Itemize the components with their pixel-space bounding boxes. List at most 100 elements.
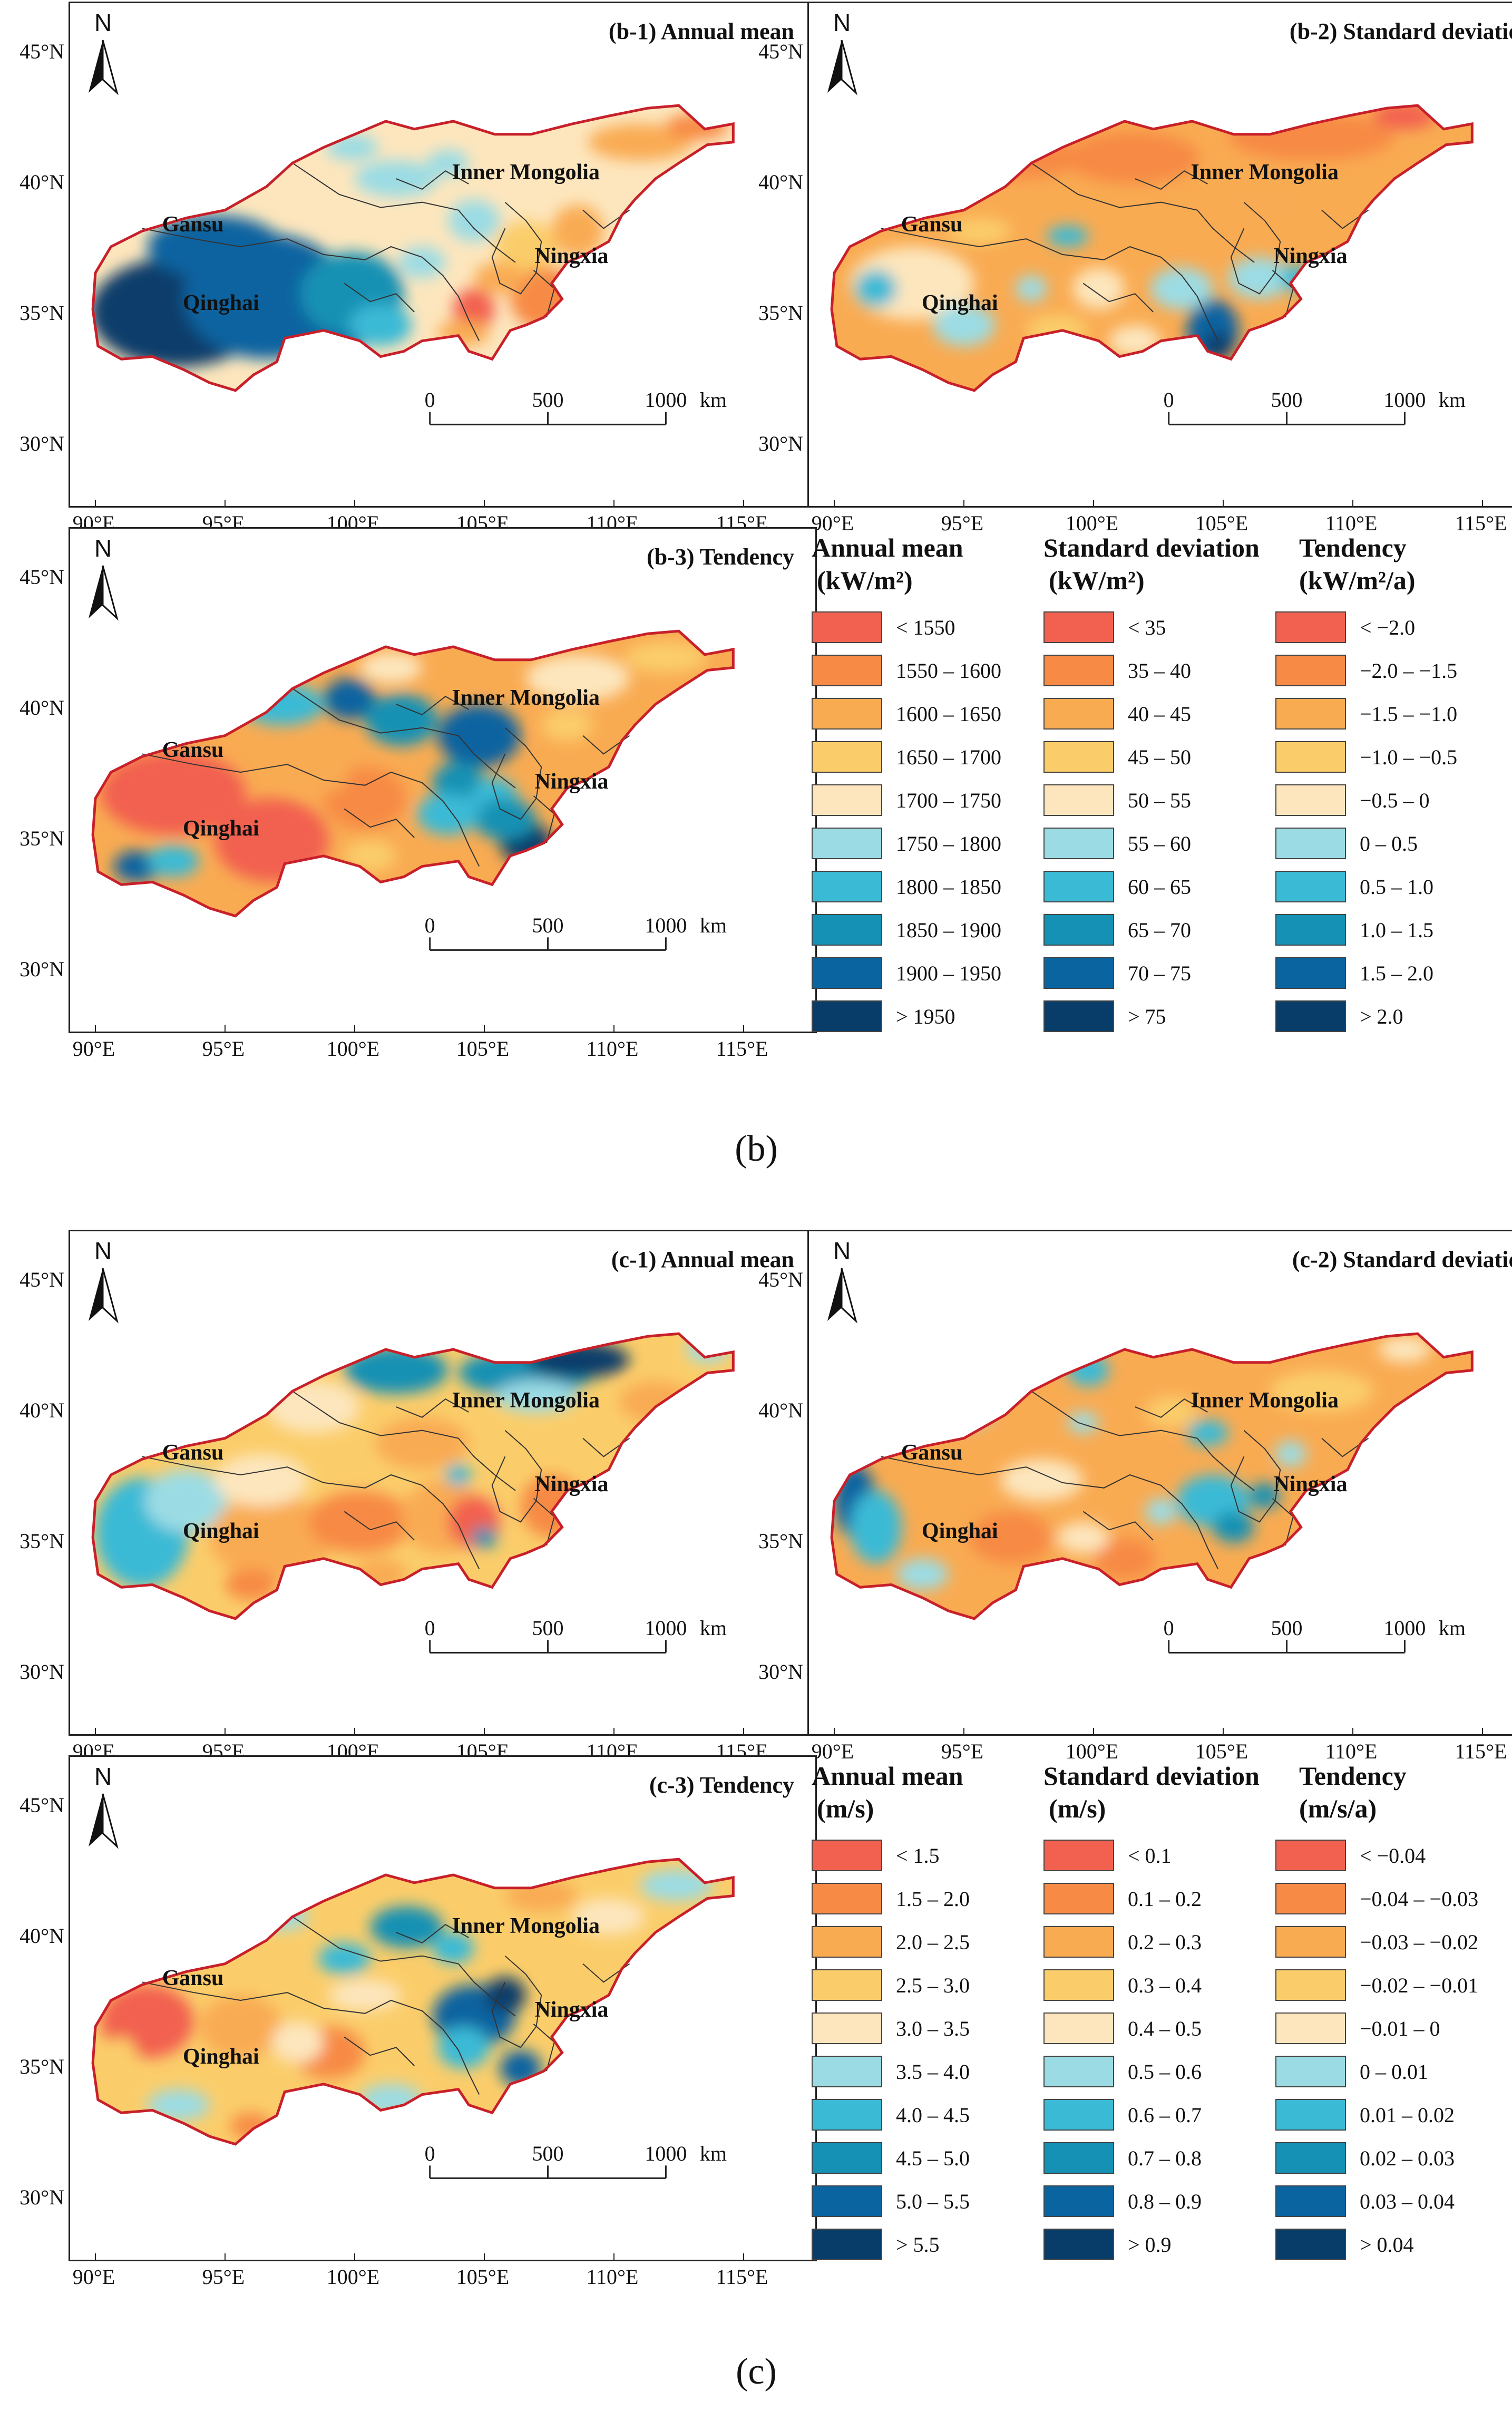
province-border xyxy=(881,1456,1219,1570)
province-border xyxy=(881,228,1219,342)
province-label: Qinghai xyxy=(183,291,259,316)
legend-swatch xyxy=(1275,1926,1346,1958)
legend-row: 0.6 – 0.7 xyxy=(1043,2098,1202,2132)
legend-row: 0.01 – 0.02 xyxy=(1275,2098,1455,2132)
panel-title: (b-1) Annual mean xyxy=(608,18,794,44)
legend-swatch xyxy=(1043,784,1114,816)
scale-label: km xyxy=(1438,1616,1466,1640)
province-border xyxy=(142,753,480,867)
scale-label: km xyxy=(699,2142,727,2166)
legend-row: 45 – 50 xyxy=(1043,740,1191,774)
legend-row: 0 – 0.01 xyxy=(1275,2055,1428,2088)
legend-swatch xyxy=(1275,741,1346,773)
province-border xyxy=(1135,170,1208,190)
north-label: N xyxy=(833,9,851,36)
scale-bar xyxy=(429,1640,667,1654)
legend-label: 40 – 45 xyxy=(1128,702,1191,726)
legend-label: 45 – 50 xyxy=(1128,745,1191,769)
lat-tick-label: 45°N xyxy=(19,1268,64,1291)
province-border xyxy=(491,201,542,295)
legend-swatch xyxy=(812,1000,882,1032)
field-patch xyxy=(948,137,1084,179)
legend-swatch xyxy=(1043,1883,1114,1914)
province-label: Ningxia xyxy=(534,769,609,794)
legend-swatch xyxy=(812,698,882,730)
legend-label: < 1550 xyxy=(896,615,955,639)
map-panel-c-3: N (c-3) Tendency Inner Mongolia Gansu Ningxi… xyxy=(69,1755,817,2261)
scale-label: 500 xyxy=(1271,388,1303,412)
province-label: Ningxia xyxy=(534,1472,609,1496)
legend-label: 1.5 – 2.0 xyxy=(1360,961,1433,985)
legend-heading: Annual mean xyxy=(812,533,963,562)
field-patch xyxy=(948,218,1011,245)
legend-swatch xyxy=(1275,914,1346,946)
legend-row: −0.5 – 0 xyxy=(1275,783,1430,817)
north-label: N xyxy=(94,534,112,562)
legend-swatch xyxy=(1275,2185,1346,2217)
legend-label: −2.0 – −1.5 xyxy=(1360,658,1458,683)
legend-label: 0.3 – 0.4 xyxy=(1128,1973,1202,1997)
legend-label: 0.1 – 0.2 xyxy=(1128,1887,1202,1911)
legend-row: 35 – 40 xyxy=(1043,654,1191,687)
field-patch xyxy=(432,1932,474,1964)
lat-tick-label: 40°N xyxy=(19,1398,64,1422)
field-patch xyxy=(323,678,376,720)
north-label: N xyxy=(94,9,112,36)
section-caption: (b) xyxy=(735,1129,778,1169)
province-label: Inner Mongolia xyxy=(452,1388,600,1413)
legend-row: 0.02 – 0.03 xyxy=(1275,2141,1455,2175)
field-patch xyxy=(1145,1498,1177,1525)
field-patch xyxy=(850,1490,902,1564)
legend-row: 2.0 – 2.5 xyxy=(812,1925,970,1959)
province-label: Gansu xyxy=(162,738,224,763)
legend-row: 1.5 – 2.0 xyxy=(812,1882,970,1916)
field-patch xyxy=(147,215,282,278)
section-caption: (c) xyxy=(736,2351,777,2392)
field-patch xyxy=(230,2113,272,2139)
field-patch xyxy=(572,1898,646,1936)
field-patch xyxy=(1275,1441,1306,1467)
field-patch xyxy=(619,1380,692,1423)
lon-tick-label: 90°E xyxy=(72,1037,115,1061)
field-patch xyxy=(344,1347,448,1394)
province-border xyxy=(292,1916,516,2017)
legend-row: 0.5 – 1.0 xyxy=(1275,870,1433,903)
scale-label: km xyxy=(699,388,727,412)
province-border xyxy=(491,1430,542,1523)
legend-row: 1650 – 1700 xyxy=(812,740,1001,774)
field-patch xyxy=(1072,267,1125,310)
field-patch xyxy=(271,2021,324,2064)
field-patch xyxy=(326,134,378,161)
field-patch xyxy=(427,150,469,177)
legend-swatch xyxy=(812,2229,882,2260)
field-base xyxy=(93,1859,734,2144)
province-border xyxy=(142,1456,480,1570)
legend-swatch xyxy=(1275,1883,1346,1914)
legend-swatch xyxy=(1275,828,1346,859)
legend-heading: Tendency xyxy=(1299,1761,1407,1791)
legend-label: 4.0 – 4.5 xyxy=(896,2103,970,2127)
field-patch xyxy=(1065,131,1200,184)
field-patch xyxy=(370,1906,443,1948)
field-patch xyxy=(448,199,500,242)
field-patch xyxy=(437,704,521,767)
legend-swatch xyxy=(812,2056,882,2087)
legend-label: 1650 – 1700 xyxy=(896,745,1001,769)
legend-row: 0.7 – 0.8 xyxy=(1043,2141,1202,2175)
legend-row: 1750 – 1800 xyxy=(812,827,1001,860)
legend-heading: Tendency xyxy=(1299,533,1407,562)
field-patch xyxy=(494,1380,578,1412)
field-patch xyxy=(471,1527,498,1548)
north-arrow-icon xyxy=(89,565,119,621)
province-label: Inner Mongolia xyxy=(1191,1388,1339,1413)
province-border xyxy=(491,727,542,820)
legend-row: > 1950 xyxy=(812,999,955,1033)
lat-tick-label: 30°N xyxy=(19,1660,64,1684)
legend-label: 1600 – 1650 xyxy=(896,702,1001,726)
lat-tick-label: 40°N xyxy=(758,170,803,194)
province-border xyxy=(396,1924,469,1944)
province-label: Qinghai xyxy=(183,816,259,841)
scale-bar xyxy=(1168,1640,1406,1654)
field-patch xyxy=(1249,1482,1281,1509)
legend-swatch xyxy=(1043,2056,1114,2087)
